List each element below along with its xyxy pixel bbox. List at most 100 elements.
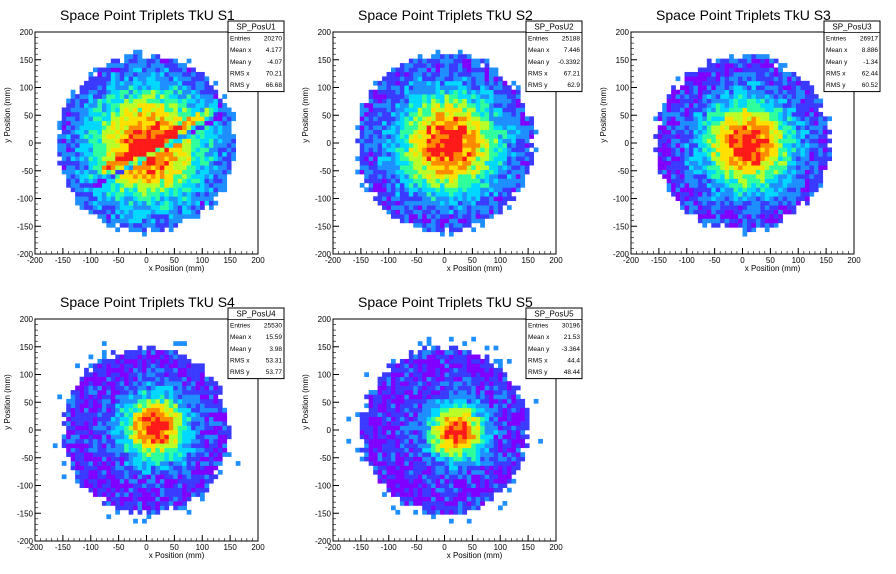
heatmap-bin	[462, 191, 468, 197]
heatmap-bin	[520, 125, 526, 130]
heatmap-bin	[106, 151, 112, 157]
heatmap-bin	[724, 85, 730, 91]
heatmap-bin	[755, 85, 761, 91]
heatmap-bin	[88, 443, 94, 449]
heatmap-bin	[511, 138, 517, 144]
heatmap-bin	[435, 214, 441, 219]
heatmap-bin	[84, 447, 89, 453]
heatmap-bin	[489, 125, 494, 130]
heatmap-bin	[155, 116, 161, 122]
heatmap-bin	[110, 367, 116, 373]
heatmap-bin	[373, 107, 378, 113]
heatmap-bin	[444, 89, 450, 95]
heatmap-bin	[404, 94, 410, 99]
heatmap-bin	[435, 196, 441, 202]
heatmap-bin	[813, 174, 819, 179]
heatmap-bin	[755, 134, 761, 139]
heatmap-bin	[484, 107, 490, 113]
heatmap-bin	[164, 505, 170, 511]
heatmap-bin	[159, 447, 165, 453]
heatmap-bin	[382, 196, 387, 202]
heatmap-bin	[177, 492, 183, 497]
heatmap-bin	[422, 169, 427, 175]
heatmap-bin	[128, 443, 134, 449]
heatmap-bin	[787, 187, 792, 193]
heatmap-bin	[66, 398, 71, 404]
heatmap-bin	[453, 196, 459, 202]
heatmap-bin	[498, 116, 503, 122]
heatmap-bin	[502, 125, 508, 130]
heatmap-bin	[769, 214, 775, 219]
heatmap-bin	[133, 76, 138, 82]
heatmap-bin	[200, 138, 205, 144]
heatmap-bin	[159, 125, 165, 130]
heatmap-bin	[168, 376, 174, 382]
heatmap-bin	[110, 129, 116, 135]
heatmap-bin	[515, 138, 521, 144]
heatmap-bin	[800, 125, 806, 130]
heatmap-bin	[506, 111, 512, 117]
heatmap-bin	[200, 182, 205, 188]
heatmap-bin	[399, 80, 405, 86]
heatmap-bins	[653, 54, 832, 237]
heatmap-bin	[164, 187, 170, 193]
heatmap-bin	[164, 390, 170, 395]
heatmap-bin	[684, 160, 690, 166]
heatmap-bin	[128, 487, 134, 493]
heatmap-bin	[417, 178, 423, 184]
heatmap-bin	[422, 200, 427, 206]
heatmap-bin	[133, 398, 138, 404]
heatmap-bin	[137, 398, 143, 404]
heatmap-bin	[680, 111, 685, 117]
heatmap-bin	[137, 120, 143, 126]
heatmap-bin	[208, 138, 214, 144]
heatmap-bin	[662, 111, 667, 117]
heatmap-bin	[791, 129, 797, 135]
heatmap-bin	[818, 120, 824, 126]
heatmap-bin	[208, 169, 214, 175]
heatmap-bin	[675, 89, 681, 95]
heatmap-bin	[355, 138, 361, 144]
heatmap-bin	[137, 98, 143, 104]
heatmap-bin	[498, 165, 503, 170]
heatmap-bin	[222, 182, 228, 188]
heatmap-bin	[110, 134, 116, 139]
heatmap-bin	[119, 407, 125, 413]
heatmap-bin	[128, 407, 134, 413]
heatmap-bin	[827, 138, 832, 144]
heatmap-bin	[79, 138, 85, 144]
heatmap-bin	[195, 80, 201, 86]
heatmap-bin	[84, 85, 89, 91]
heatmap-bin	[466, 178, 472, 184]
heatmap-bin	[706, 187, 712, 193]
heatmap-bin	[426, 218, 432, 224]
heatmap-bin	[115, 169, 121, 175]
heatmap-bin	[382, 129, 387, 135]
heatmap-bin	[782, 76, 788, 82]
heatmap-bin	[164, 465, 170, 471]
heatmap-bin	[133, 505, 138, 511]
heatmap-bin	[782, 143, 788, 148]
heatmap-bin	[822, 129, 828, 135]
heatmap-bin	[466, 222, 472, 228]
heatmap-bin	[462, 98, 468, 104]
heatmap-bin	[150, 438, 156, 444]
heatmap-bin	[133, 67, 138, 73]
heatmap-bin	[84, 160, 89, 166]
heatmap-bin	[88, 487, 94, 493]
heatmap-bin	[213, 98, 219, 104]
heatmap-bin	[106, 143, 112, 148]
heatmap-bin	[150, 345, 156, 351]
heatmap-bin	[475, 107, 481, 113]
heatmap-bin	[137, 434, 143, 440]
heatmap-bin	[106, 200, 112, 206]
heatmap-bin	[471, 174, 477, 179]
heatmap-bin	[511, 156, 517, 162]
heatmap-bin	[440, 156, 445, 162]
heatmap-bin	[142, 222, 147, 228]
heatmap-bin	[715, 209, 721, 215]
heatmap-bin	[92, 205, 98, 210]
heatmap-bin	[457, 107, 463, 113]
heatmap-bin	[106, 443, 112, 449]
heatmap-bin	[377, 174, 383, 179]
